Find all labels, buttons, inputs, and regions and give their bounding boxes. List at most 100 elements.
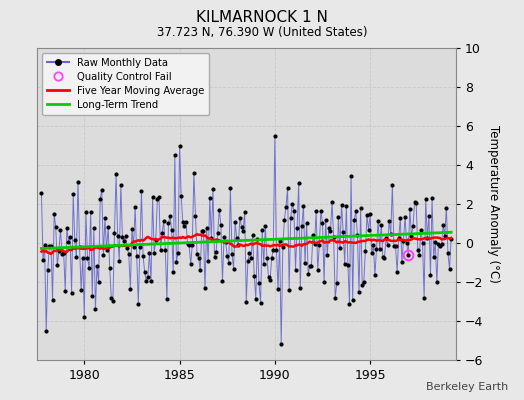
Point [228, 251, 236, 258]
Point [413, 246, 422, 253]
Point [194, 254, 203, 261]
Point [222, 238, 230, 245]
Point [407, 233, 416, 239]
Point [204, 257, 212, 264]
Point [97, 186, 106, 193]
Point [86, 208, 95, 215]
Point [56, 226, 64, 233]
Point [399, 237, 408, 244]
Point [345, 301, 354, 307]
Point [133, 252, 141, 259]
Point [328, 199, 336, 206]
Point [299, 203, 308, 210]
Point [280, 216, 289, 223]
Point [102, 247, 111, 254]
Point [142, 278, 150, 284]
Point [129, 244, 138, 250]
Point [196, 267, 204, 273]
Point [236, 214, 244, 221]
Point [75, 244, 84, 250]
Point [182, 219, 190, 225]
Point [363, 212, 371, 218]
Point [40, 242, 49, 248]
Point [259, 261, 268, 267]
Point [42, 328, 50, 334]
Point [258, 227, 266, 233]
Point [82, 209, 90, 216]
Point [337, 202, 346, 208]
Point [256, 300, 265, 306]
Point [165, 220, 173, 226]
Point [43, 267, 52, 274]
Point [307, 263, 315, 270]
Point [427, 272, 435, 278]
Point [433, 279, 441, 285]
Point [250, 272, 258, 279]
Point [77, 287, 85, 294]
Point [215, 206, 223, 213]
Point [388, 182, 397, 188]
Point [66, 234, 74, 240]
Point [134, 300, 143, 307]
Point [210, 254, 219, 260]
Point [187, 261, 195, 267]
Point [272, 247, 281, 254]
Point [390, 243, 398, 249]
Point [225, 259, 233, 266]
Point [348, 296, 357, 303]
Point [179, 219, 187, 226]
Point [431, 238, 440, 245]
Point [128, 225, 136, 232]
Point [353, 232, 362, 238]
Point [171, 152, 179, 158]
Point [183, 240, 192, 247]
Point [420, 295, 428, 301]
Point [352, 208, 360, 214]
Point [382, 235, 390, 241]
Point [424, 212, 433, 219]
Point [347, 172, 355, 179]
Point [406, 205, 414, 212]
Point [231, 219, 239, 226]
Point [264, 274, 272, 280]
Point [176, 142, 184, 149]
Point [312, 208, 320, 214]
Point [391, 243, 400, 250]
Point [271, 132, 279, 139]
Point [123, 245, 132, 252]
Point [341, 260, 349, 267]
Point [158, 230, 166, 236]
Point [333, 280, 341, 286]
Point [322, 216, 330, 223]
Point [395, 235, 403, 242]
Point [372, 246, 380, 253]
Point [359, 278, 368, 285]
Point [169, 269, 178, 276]
Point [263, 255, 271, 261]
Legend: Raw Monthly Data, Quality Control Fail, Five Year Moving Average, Long-Term Tren: Raw Monthly Data, Quality Control Fail, … [42, 53, 209, 115]
Point [412, 200, 420, 206]
Point [122, 233, 130, 240]
Point [151, 237, 160, 244]
Point [180, 223, 189, 229]
Point [51, 224, 60, 230]
Point [287, 214, 295, 221]
Point [72, 254, 81, 260]
Point [105, 265, 114, 271]
Point [93, 262, 101, 269]
Point [226, 185, 235, 191]
Point [230, 266, 238, 272]
Point [439, 221, 447, 228]
Point [269, 247, 278, 253]
Point [367, 250, 376, 257]
Point [137, 188, 146, 194]
Point [190, 169, 198, 176]
Point [274, 286, 282, 292]
Point [37, 190, 46, 196]
Point [283, 184, 292, 191]
Point [58, 250, 66, 257]
Point [91, 306, 100, 312]
Point [219, 278, 227, 284]
Y-axis label: Temperature Anomaly (°C): Temperature Anomaly (°C) [487, 125, 500, 283]
Point [417, 227, 425, 233]
